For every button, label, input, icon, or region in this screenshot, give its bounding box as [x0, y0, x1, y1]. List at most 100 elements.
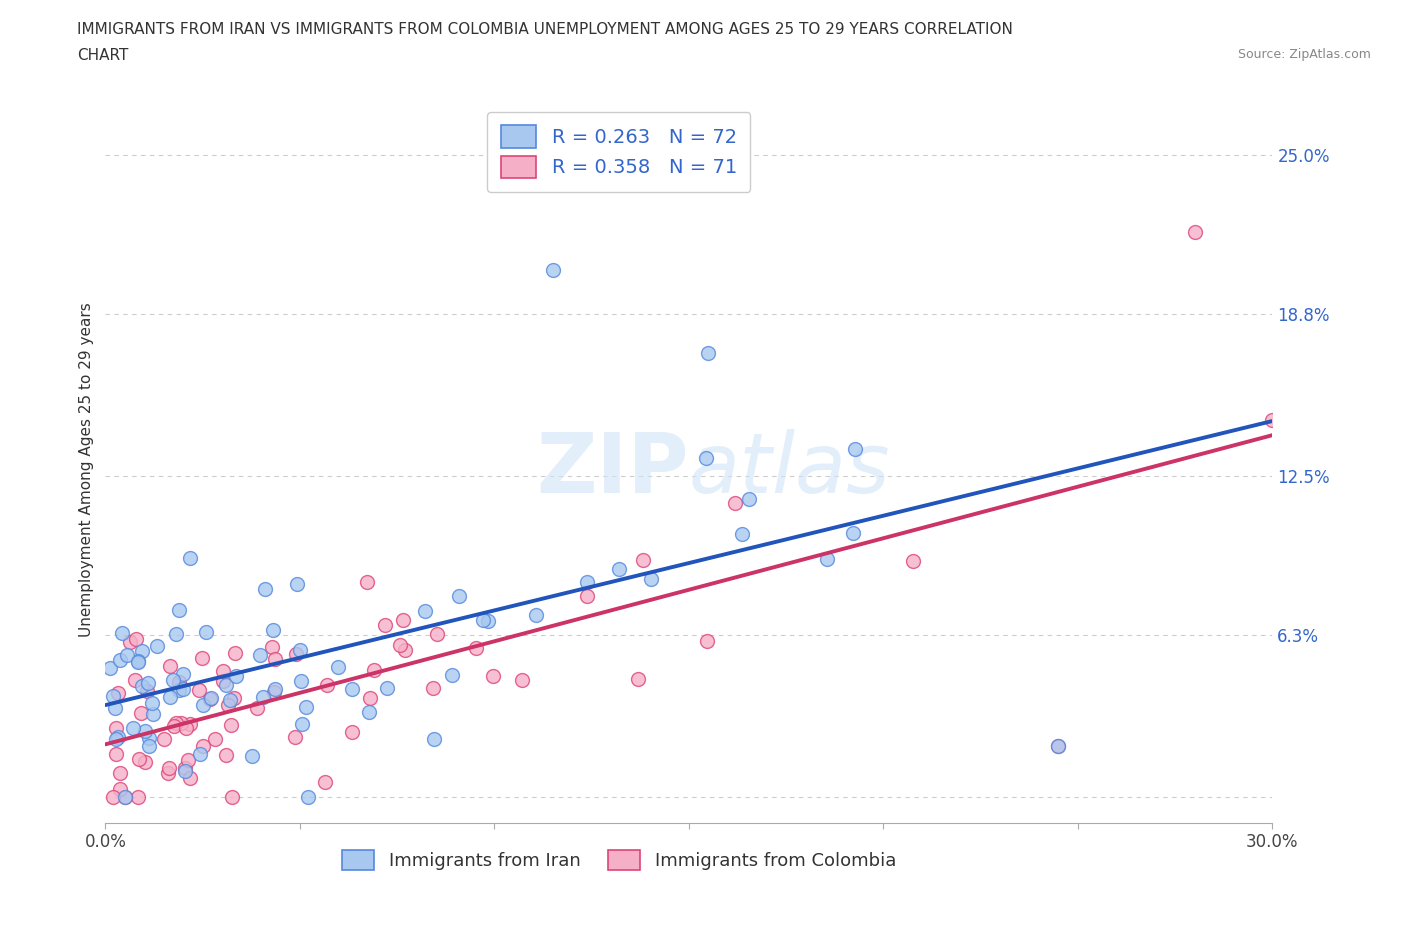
Point [127, 655, 149, 670]
Point [374, 618, 396, 632]
Point [363, 662, 385, 677]
Point [172, 682, 194, 697]
Point [167, 603, 190, 618]
Point [177, 752, 200, 767]
Point [103, 790, 125, 804]
Point [447, 589, 470, 604]
Legend: Immigrants from Iran, Immigrants from Colombia: Immigrants from Iran, Immigrants from Co… [335, 843, 903, 878]
Point [287, 577, 309, 591]
Point [627, 671, 650, 686]
Point [263, 684, 285, 699]
Text: ZIP: ZIP [537, 429, 689, 511]
Point [284, 647, 307, 662]
Point [194, 625, 217, 640]
Point [262, 623, 284, 638]
Point [730, 526, 752, 541]
Point [127, 654, 149, 669]
Point [193, 739, 215, 754]
Point [482, 669, 505, 684]
Point [359, 690, 381, 705]
Point [297, 790, 319, 804]
Point [104, 732, 127, 747]
Point [107, 729, 129, 744]
Point [695, 451, 717, 466]
Point [157, 765, 180, 780]
Point [174, 721, 197, 736]
Point [211, 663, 233, 678]
Point [253, 582, 276, 597]
Point [191, 698, 214, 712]
Point [138, 676, 160, 691]
Point [218, 693, 240, 708]
Point [392, 612, 415, 627]
Point [128, 751, 150, 766]
Point [541, 263, 564, 278]
Point [122, 721, 145, 736]
Point [464, 640, 486, 655]
Point [107, 686, 129, 701]
Point [294, 699, 316, 714]
Point [165, 715, 187, 730]
Point [212, 674, 235, 689]
Text: atlas: atlas [689, 429, 890, 511]
Point [111, 626, 134, 641]
Point [215, 748, 238, 763]
Point [375, 681, 398, 696]
Point [290, 643, 312, 658]
Point [129, 706, 152, 721]
Point [607, 562, 630, 577]
Point [134, 754, 156, 769]
Point [145, 639, 167, 654]
Point [169, 683, 191, 698]
Text: CHART: CHART [77, 48, 129, 63]
Point [204, 732, 226, 747]
Point [224, 690, 246, 705]
Point [138, 731, 160, 746]
Point [169, 715, 191, 730]
Point [173, 761, 195, 776]
Point [422, 681, 444, 696]
Point [224, 645, 246, 660]
Point [125, 632, 148, 647]
Point [245, 700, 267, 715]
Point [200, 690, 222, 705]
Point [340, 682, 363, 697]
Text: Source: ZipAtlas.com: Source: ZipAtlas.com [1237, 48, 1371, 61]
Point [169, 675, 191, 690]
Point [157, 760, 180, 775]
Point [423, 731, 446, 746]
Point [105, 746, 128, 761]
Point [179, 771, 201, 786]
Point [117, 648, 139, 663]
Point [576, 589, 599, 604]
Point [105, 720, 128, 735]
Point [263, 682, 285, 697]
Point [219, 717, 242, 732]
Point [315, 678, 337, 693]
Y-axis label: Unemployment Among Ages 25 to 29 years: Unemployment Among Ages 25 to 29 years [79, 302, 94, 637]
Point [340, 725, 363, 740]
Point [162, 672, 184, 687]
Point [198, 691, 221, 706]
Point [844, 442, 866, 457]
Point [108, 653, 131, 668]
Point [1261, 413, 1284, 428]
Point [134, 724, 156, 738]
Point [1184, 224, 1206, 239]
Point [215, 678, 238, 693]
Point [1047, 738, 1070, 753]
Point [179, 551, 201, 565]
Point [124, 672, 146, 687]
Point [284, 729, 307, 744]
Point [240, 749, 263, 764]
Point [108, 781, 131, 796]
Point [738, 492, 761, 507]
Point [263, 652, 285, 667]
Point [524, 607, 547, 622]
Point [394, 643, 416, 658]
Point [217, 698, 239, 712]
Point [1047, 738, 1070, 753]
Point [98, 661, 121, 676]
Point [159, 658, 181, 673]
Point [576, 575, 599, 590]
